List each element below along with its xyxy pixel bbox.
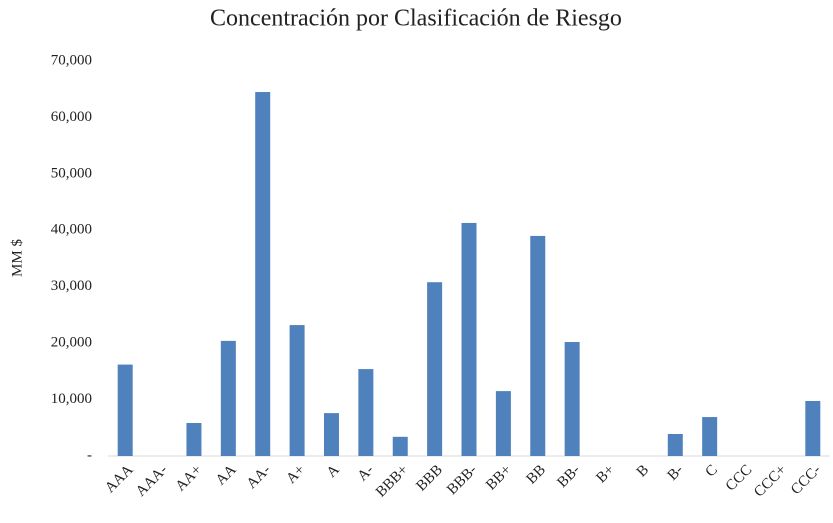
y-tick-label: 40,000	[51, 222, 92, 238]
x-tick-label: BB	[524, 462, 549, 487]
x-tick-label: AA-	[244, 462, 274, 492]
x-tick-label: B+	[593, 462, 617, 486]
bar	[702, 417, 718, 456]
y-tick-label: 30,000	[51, 278, 92, 294]
bar	[186, 422, 202, 456]
y-tick-label: 50,000	[51, 165, 92, 181]
x-tick-label: BB+	[483, 462, 514, 493]
x-tick-label: BBB-	[444, 462, 480, 498]
x-tick-label: AA+	[173, 462, 206, 495]
y-axis-label: MM $	[9, 239, 25, 277]
bar	[117, 364, 133, 456]
y-tick-label: 20,000	[51, 335, 92, 351]
bar	[392, 436, 408, 456]
bar	[220, 340, 236, 456]
y-tick-label: -	[87, 447, 92, 463]
x-tick-label: AAA-	[133, 462, 171, 500]
bar	[427, 282, 443, 456]
bar	[667, 433, 683, 456]
y-tick-label: 60,000	[51, 109, 92, 125]
x-tick-label: A	[324, 462, 343, 481]
bar	[358, 369, 374, 456]
x-tick-label: AA	[213, 462, 240, 489]
bar	[289, 325, 305, 456]
x-tick-label: B	[634, 462, 652, 480]
bar	[255, 92, 271, 457]
x-tick-label: CCC-	[788, 462, 824, 498]
y-tick-label: 70,000	[51, 52, 92, 68]
bar	[495, 391, 511, 456]
bar	[564, 342, 580, 456]
x-tick-label: C	[703, 462, 721, 480]
x-tick-label: BBB	[413, 462, 446, 495]
y-tick-label: 10,000	[51, 391, 92, 407]
bar	[323, 413, 339, 456]
x-tick-label: A+	[283, 462, 308, 487]
chart-title: Concentración por Clasificación de Riesg…	[210, 6, 622, 32]
x-tick-label: CCC+	[751, 462, 790, 501]
bar	[461, 222, 477, 456]
bar	[805, 400, 821, 456]
x-tick-label: AAA	[102, 462, 136, 496]
x-tick-label: BBB+	[373, 462, 412, 501]
x-tick-label: BB-	[554, 462, 583, 491]
bar	[530, 235, 546, 456]
x-tick-label: B-	[665, 462, 687, 484]
x-tick-label: A-	[355, 462, 378, 485]
